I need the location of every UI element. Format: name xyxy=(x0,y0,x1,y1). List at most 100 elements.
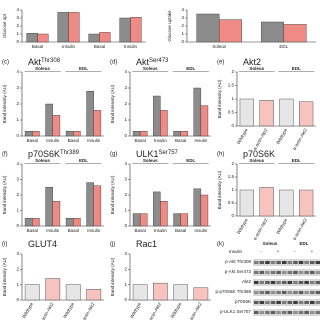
row-label: p-Akt Ser473 xyxy=(225,269,252,274)
y-tick-label: 2 xyxy=(231,69,234,74)
bar xyxy=(88,33,100,43)
band xyxy=(259,281,265,284)
bar xyxy=(52,200,61,227)
title-text: ULK1 xyxy=(136,149,159,159)
y-tick-label: 3 xyxy=(16,15,19,20)
bar xyxy=(26,33,38,43)
bar xyxy=(153,95,161,137)
band xyxy=(270,311,276,314)
x-tick-label: Soleus xyxy=(212,44,227,49)
y-tick-label: 2 xyxy=(231,161,234,166)
bar xyxy=(65,284,81,301)
bar xyxy=(239,98,254,127)
y-tick-label: 1 xyxy=(16,282,19,287)
group-label: Soleus xyxy=(249,158,264,163)
bar xyxy=(283,24,307,43)
band xyxy=(304,261,309,264)
x-tick-label: Basal xyxy=(94,44,105,49)
panel-label: (c) xyxy=(2,60,9,66)
bar xyxy=(24,284,40,301)
bar xyxy=(279,98,294,127)
band xyxy=(293,281,298,284)
band xyxy=(254,281,259,284)
bar xyxy=(52,114,61,137)
y-tick-label: 1 xyxy=(16,31,19,36)
y-tick-label: 1 xyxy=(124,282,127,287)
band xyxy=(310,271,315,274)
band xyxy=(304,281,309,284)
bar xyxy=(173,130,181,137)
panel-label: (j) xyxy=(110,242,115,248)
band xyxy=(287,291,293,294)
y-tick-label: 4 xyxy=(16,161,19,166)
x-tick-label: Insulin xyxy=(46,138,60,143)
title-text: Akt2 xyxy=(243,57,261,67)
title-sup: Ser473 xyxy=(149,58,169,64)
x-tick-label: Basal xyxy=(32,44,43,49)
group-label: Soleus xyxy=(263,241,278,246)
x-tick-label: Wildtype xyxy=(129,301,142,319)
band xyxy=(276,311,281,314)
band xyxy=(282,291,287,294)
y-tick-label: 4 xyxy=(16,7,19,12)
y-tick-label: 2 xyxy=(16,101,19,106)
bar xyxy=(45,103,53,137)
x-tick-label: Insulin xyxy=(87,228,101,233)
title-sup: Ser757 xyxy=(159,150,179,156)
band xyxy=(282,271,287,274)
y-axis-label: Band intensity (AU) xyxy=(110,175,115,214)
bar xyxy=(260,21,284,43)
band xyxy=(304,301,309,304)
band xyxy=(254,271,259,274)
band xyxy=(276,301,281,304)
y-tick-label: 0 xyxy=(231,213,234,218)
y-tick-label: 2 xyxy=(16,267,19,272)
y-tick-label: 4 xyxy=(181,7,184,12)
x-tick-label: Wildtype xyxy=(275,217,288,235)
y-tick-label: 2 xyxy=(16,192,19,197)
y-tick-label: 2 xyxy=(124,192,127,197)
y-tick-label: 1 xyxy=(231,187,234,192)
bar xyxy=(139,130,148,137)
chart-title: AktSer473 xyxy=(136,57,169,67)
band xyxy=(259,291,265,294)
bar xyxy=(173,284,188,301)
y-tick-label: 3 xyxy=(16,85,19,90)
band xyxy=(265,301,270,304)
group-label: EDL xyxy=(300,241,309,246)
band xyxy=(293,261,298,264)
band xyxy=(293,291,298,294)
band xyxy=(265,311,270,314)
band xyxy=(315,281,320,284)
y-tick-label: 0 xyxy=(124,133,127,138)
y-tick-label: 4 xyxy=(16,69,19,74)
band xyxy=(304,271,309,274)
sign: + xyxy=(311,249,314,254)
x-tick-label: Insulin xyxy=(154,138,168,143)
bar xyxy=(65,218,74,227)
group-label: EDL xyxy=(292,66,301,71)
band xyxy=(310,301,315,304)
band xyxy=(298,291,304,294)
group-label: Soleus xyxy=(35,66,50,71)
x-tick-label: Basal xyxy=(175,228,186,233)
y-tick-label: 2 xyxy=(16,23,19,28)
group-label: Soleus xyxy=(143,158,158,163)
row-label: p-p70S6K Thr389 xyxy=(216,289,252,294)
title-text: p70S6K xyxy=(243,149,275,159)
band xyxy=(298,261,304,264)
x-tick-label: Wildtype xyxy=(62,301,75,319)
x-tick-label: Insulin xyxy=(154,228,168,233)
y-tick-label: 2 xyxy=(124,267,127,272)
y-tick-label: 0 xyxy=(16,39,19,44)
x-tick-label: Insulin xyxy=(87,138,101,143)
y-axis-label: Glucose upt xyxy=(2,13,7,38)
bar xyxy=(132,130,141,137)
band xyxy=(265,291,270,294)
band xyxy=(270,281,276,284)
bar xyxy=(86,90,94,137)
y-tick-label: 0 xyxy=(181,39,184,44)
y-axis-label: Band intensity (AU) xyxy=(217,79,222,118)
band xyxy=(259,311,265,314)
